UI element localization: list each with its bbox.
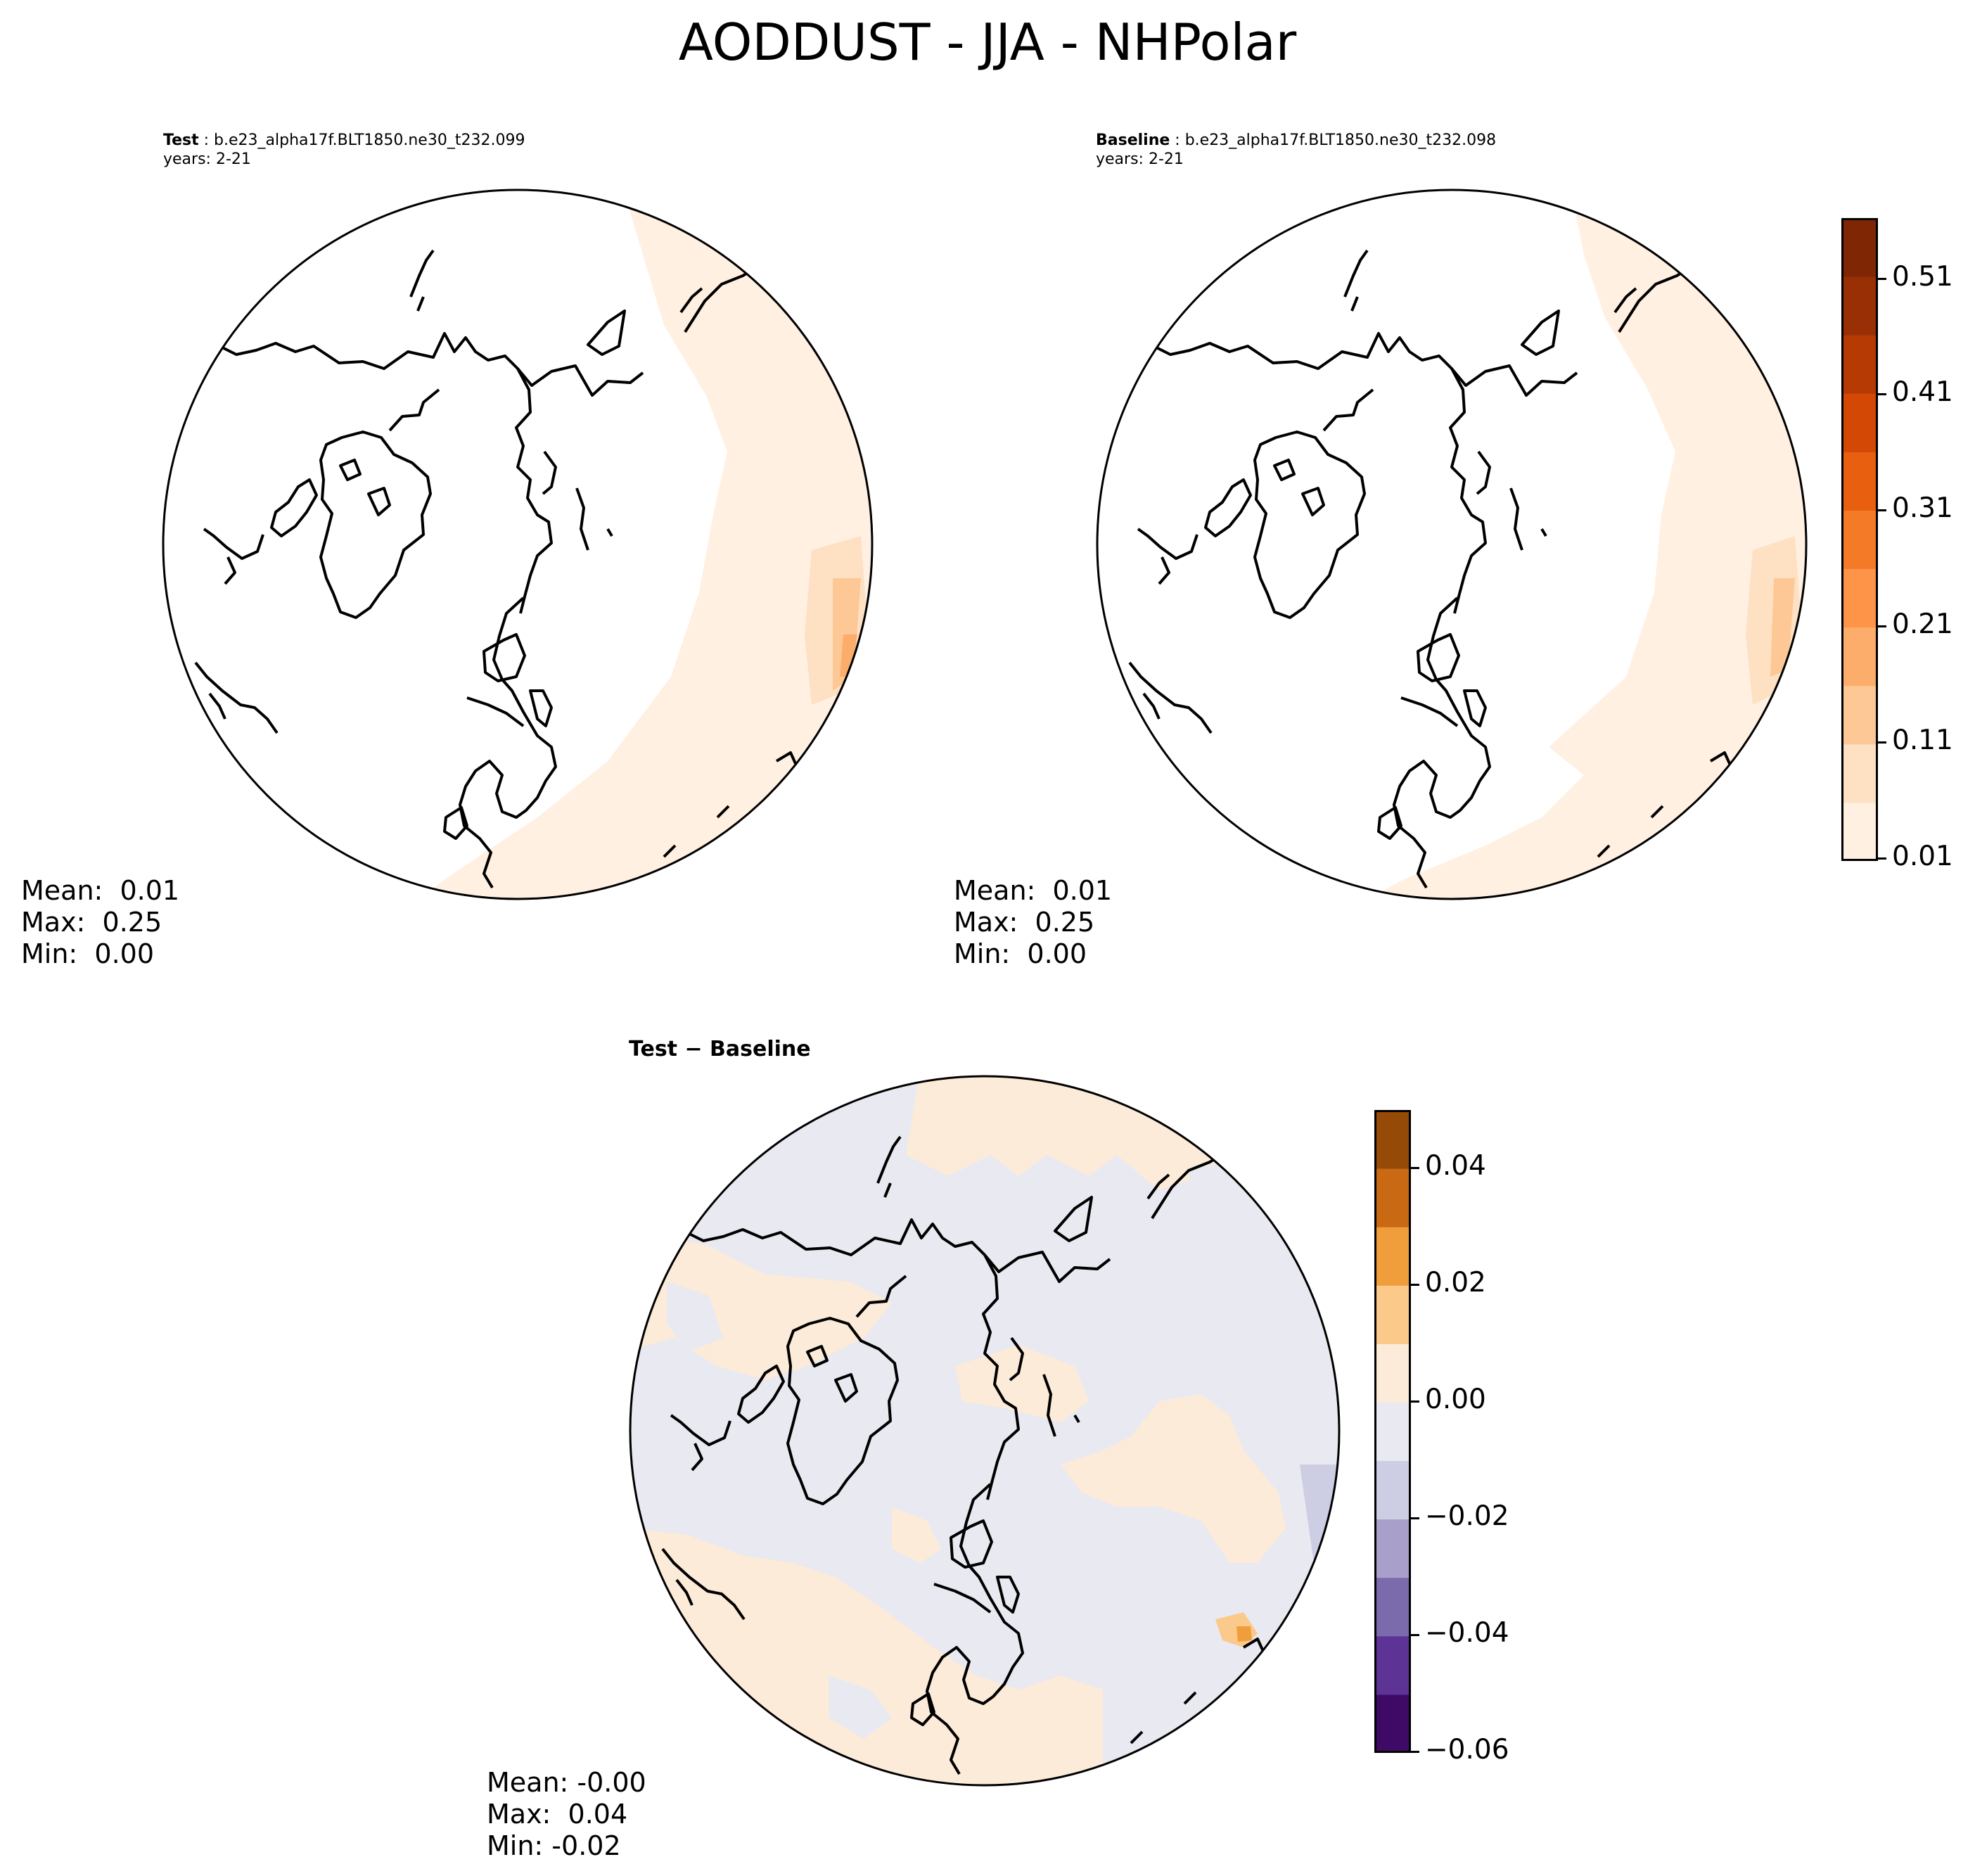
colorbar-band — [1374, 1110, 1411, 1169]
diff-max: Max: 0.04 — [487, 1799, 628, 1830]
colorbar-tick — [1878, 741, 1886, 744]
baseline-label: Baseline — [1096, 132, 1170, 149]
baseline-years: years: 2-21 — [1096, 151, 1184, 168]
colorbar-tick — [1878, 625, 1886, 627]
colorbar-tick — [1411, 1634, 1419, 1636]
colorbar-tick-label: 0.31 — [1892, 492, 1953, 524]
colorbar-tick — [1878, 278, 1886, 280]
colorbar-band — [1374, 1577, 1411, 1637]
colorbar-band — [1374, 1635, 1411, 1695]
test-min: Min: 0.00 — [21, 938, 154, 969]
colorbar-band — [1374, 1460, 1411, 1520]
colorbar-tick-label: 0.11 — [1892, 725, 1953, 756]
baseline-min: Min: 0.00 — [954, 938, 1087, 969]
colorbar-band — [1374, 1519, 1411, 1578]
test-years: years: 2-21 — [163, 151, 251, 168]
diff-panel-title: Test − Baseline — [629, 1037, 811, 1061]
baseline-mean: Mean: 0.01 — [954, 875, 1113, 906]
colorbar-band — [1841, 568, 1878, 628]
colorbar-band — [1374, 1285, 1411, 1344]
colorbar-band — [1374, 1344, 1411, 1403]
colorbar-tick-label: 0.00 — [1425, 1384, 1486, 1415]
colorbar-band — [1841, 335, 1878, 394]
test-label: Test — [163, 132, 199, 149]
colorbar-tick — [1411, 1517, 1419, 1519]
colorbar-tick — [1411, 1751, 1419, 1753]
colorbar-band — [1374, 1402, 1411, 1462]
colorbar-band — [1841, 685, 1878, 745]
diff-colorbar — [1374, 1110, 1411, 1753]
colorbar-band — [1841, 510, 1878, 570]
test-case-name: : b.e23_alpha17f.BLT1850.ne30_t232.099 — [198, 132, 525, 149]
figure-title: AODDUST - JJA - NHPolar — [678, 13, 1297, 72]
colorbar-tick-label: 0.41 — [1892, 376, 1953, 408]
colorbar-tick — [1878, 393, 1886, 395]
diff-min: Min: -0.02 — [487, 1830, 621, 1861]
colorbar-tick-label: 0.01 — [1892, 841, 1953, 872]
colorbar-tick-label: 0.51 — [1892, 261, 1953, 293]
diff-polar-map — [629, 1075, 1341, 1787]
colorbar-band — [1841, 452, 1878, 511]
colorbar-tick — [1878, 857, 1886, 860]
test-stats: Mean: 0.01 Max: 0.25 Min: 0.00 — [21, 875, 179, 970]
colorbar-tick-label: −0.06 — [1425, 1734, 1509, 1766]
test-max: Max: 0.25 — [21, 907, 162, 938]
diff-stats: Mean: -0.00 Max: 0.04 Min: -0.02 — [487, 1767, 646, 1862]
colorbar-tick-label: 0.21 — [1892, 608, 1953, 640]
colorbar-band — [1841, 276, 1878, 336]
colorbar-tick — [1411, 1400, 1419, 1403]
colorbar-band — [1374, 1168, 1411, 1227]
colorbar-band — [1841, 802, 1878, 861]
baseline-panel-title: Baseline : b.e23_alpha17f.BLT1850.ne30_t… — [1096, 131, 1496, 169]
colorbar-band — [1841, 218, 1878, 277]
colorbar-band — [1841, 744, 1878, 803]
colorbar-tick — [1878, 509, 1886, 511]
diff-mean: Mean: -0.00 — [487, 1767, 646, 1798]
colorbar-tick-label: −0.02 — [1425, 1500, 1509, 1532]
colorbar-band — [1374, 1694, 1411, 1753]
colorbar-tick-label: −0.04 — [1425, 1617, 1509, 1649]
baseline-polar-map — [1096, 189, 1808, 900]
main-colorbar — [1841, 218, 1878, 861]
baseline-stats: Mean: 0.01 Max: 0.25 Min: 0.00 — [954, 875, 1112, 970]
colorbar-tick — [1411, 1284, 1419, 1286]
colorbar-tick-label: 0.02 — [1425, 1267, 1486, 1298]
colorbar-band — [1374, 1227, 1411, 1286]
colorbar-tick-label: 0.04 — [1425, 1150, 1486, 1182]
test-panel-title: Test : b.e23_alpha17f.BLT1850.ne30_t232.… — [163, 131, 525, 169]
baseline-case-name: : b.e23_alpha17f.BLT1850.ne30_t232.098 — [1170, 132, 1497, 149]
test-polar-map — [162, 189, 874, 900]
colorbar-tick — [1411, 1167, 1419, 1169]
test-mean: Mean: 0.01 — [21, 875, 180, 906]
colorbar-band — [1841, 627, 1878, 687]
baseline-max: Max: 0.25 — [954, 907, 1095, 938]
colorbar-band — [1841, 393, 1878, 452]
